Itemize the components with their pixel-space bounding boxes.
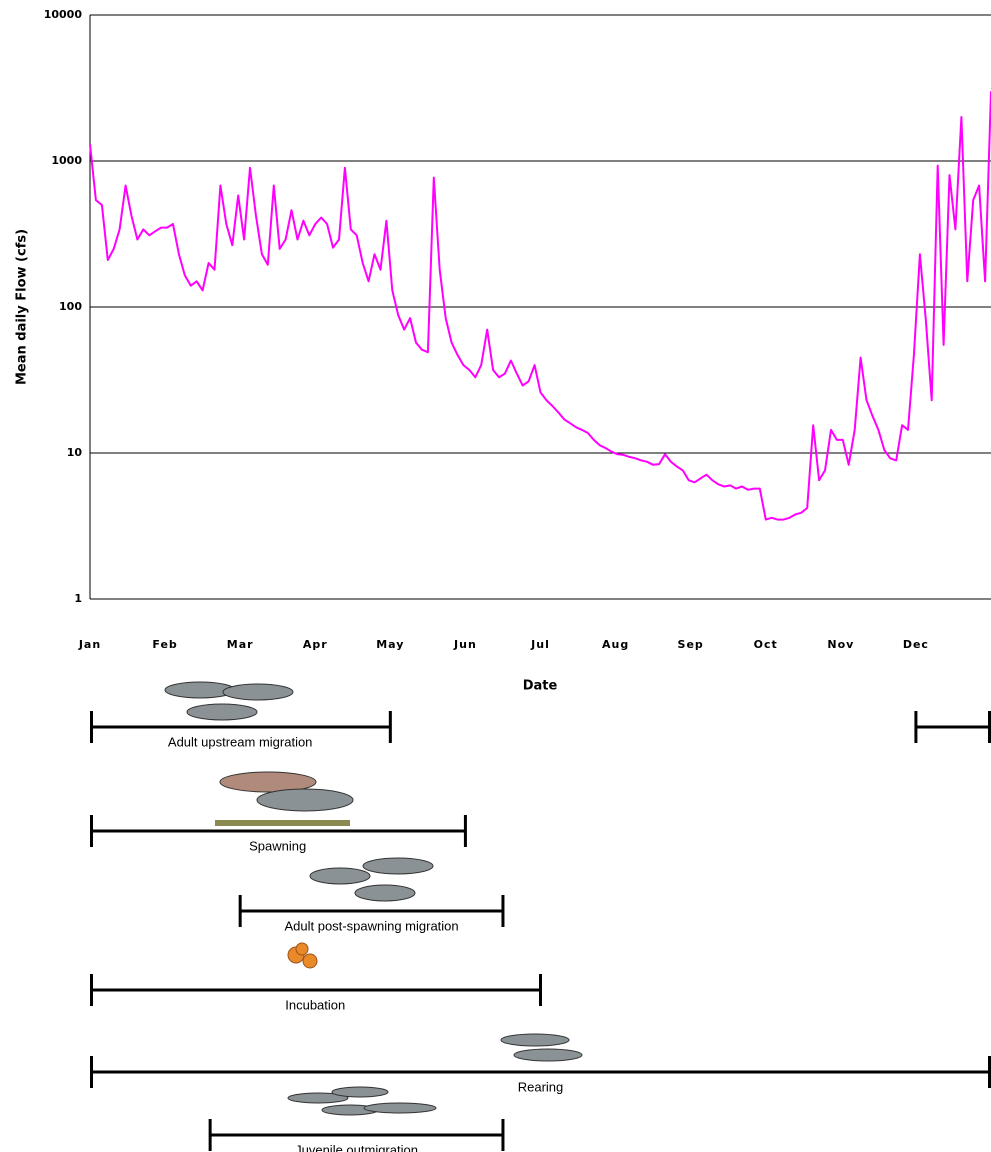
egg-icons <box>288 943 317 968</box>
x-tick-label: Aug <box>602 638 629 651</box>
period-label: Juvenile outmigration <box>295 1142 418 1152</box>
y-tick-label: 100 <box>59 300 82 313</box>
x-tick-label: Mar <box>227 638 254 651</box>
y-axis-title: Mean daily Flow (cfs) <box>15 229 30 385</box>
y-tick-label: 10000 <box>44 8 83 21</box>
x-tick-label: Jun <box>453 638 477 651</box>
period-label: Rearing <box>518 1079 564 1094</box>
x-axis-title: Date <box>523 679 558 694</box>
x-tick-label: Apr <box>303 638 328 651</box>
chart: Mean daily Flow (cfs) Date 1 10 100 1000 100… <box>0 0 991 1152</box>
x-tick-label: Sep <box>678 638 704 651</box>
x-tick-label: Jul <box>530 638 550 651</box>
period-label: Adult post-spawning migration <box>284 918 458 933</box>
x-tick-label: Dec <box>903 638 929 651</box>
y-tick-label: 10 <box>67 446 83 459</box>
x-tick-label: Jan <box>78 638 101 651</box>
x-tick-label: Nov <box>827 638 854 651</box>
period-label: Spawning <box>249 838 306 853</box>
x-tick-label: Feb <box>152 638 177 651</box>
x-tick-label: Oct <box>754 638 778 651</box>
period-label: Incubation <box>285 997 345 1012</box>
x-tick-label: May <box>376 638 404 651</box>
period-label: Adult upstream migration <box>168 734 313 749</box>
y-tick-label: 1 <box>74 592 82 605</box>
y-tick-label: 1000 <box>51 154 82 167</box>
flow-line <box>90 91 991 519</box>
